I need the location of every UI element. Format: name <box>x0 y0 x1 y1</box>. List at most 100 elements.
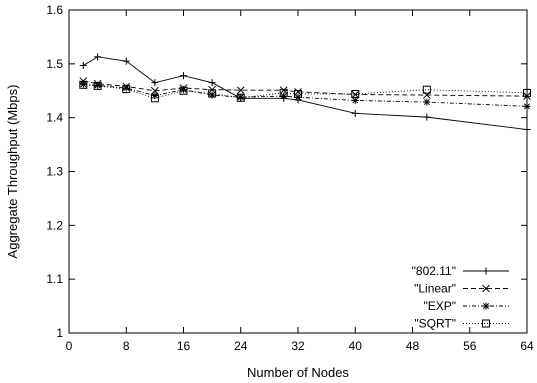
data-point <box>294 89 302 98</box>
plot-area <box>68 9 528 334</box>
data-point-stroke <box>236 93 245 102</box>
data-point-stroke <box>237 94 244 101</box>
data-point <box>122 85 131 94</box>
plot-frame <box>68 9 528 334</box>
data-point-stroke <box>524 103 530 110</box>
y-tick-label: 1.3 <box>46 165 63 179</box>
y-tick-label: 1.6 <box>46 3 63 17</box>
data-point-stroke <box>80 81 87 88</box>
data-point-stroke <box>279 88 288 97</box>
data-point-stroke <box>294 87 302 96</box>
x-tick-label: 0 <box>66 339 73 353</box>
data-point-stroke <box>208 89 217 98</box>
data-point <box>523 88 531 97</box>
data-point-stroke <box>422 85 431 94</box>
data-point <box>94 53 102 61</box>
data-point <box>180 86 187 94</box>
data-point <box>523 126 531 134</box>
x-tick-label: 24 <box>234 339 248 353</box>
data-point-stroke <box>482 319 490 328</box>
data-point <box>122 57 130 65</box>
data-point <box>208 91 216 99</box>
legend-entry: "SQRT" <box>414 317 509 331</box>
data-point <box>482 284 490 293</box>
data-point <box>237 93 245 101</box>
data-point-stroke <box>423 99 430 106</box>
data-point <box>208 89 217 98</box>
data-point <box>93 81 102 90</box>
data-point <box>236 86 245 95</box>
data-point <box>351 90 360 99</box>
data-point <box>523 102 531 110</box>
data-point <box>151 92 159 100</box>
data-point <box>94 81 102 89</box>
legend-label: "802.11" <box>412 264 456 278</box>
data-point-stroke <box>483 303 489 309</box>
y-axis: 1 1.1 1.2 1.3 1.4 1.5 1.6 <box>46 3 527 340</box>
data-point-stroke <box>523 88 531 97</box>
series-line <box>83 56 528 130</box>
y-tick-label: 1.1 <box>46 272 63 286</box>
data-point-stroke <box>351 89 360 98</box>
data-point-stroke <box>279 86 288 95</box>
data-point <box>351 96 359 104</box>
series-1 <box>79 77 531 100</box>
data-point <box>351 109 359 117</box>
x-tick-label: 56 <box>463 339 477 353</box>
series-line <box>83 84 528 99</box>
x-axis-label: Number of Nodes <box>247 365 349 380</box>
data-point <box>151 79 159 87</box>
data-point <box>208 79 216 87</box>
y-axis-label: Aggregate Throughput (Mbps) <box>5 85 20 259</box>
data-point-stroke <box>94 82 101 89</box>
legend: "802.11" "Linear" "EXP" "SQRT" <box>412 264 509 331</box>
data-point <box>236 93 245 102</box>
data-point-stroke <box>122 85 131 94</box>
data-point-stroke <box>79 80 88 89</box>
data-point-stroke <box>123 85 130 92</box>
y-tick-label: 1.5 <box>46 57 63 71</box>
x-tick-label: 32 <box>291 339 305 353</box>
data-point <box>79 80 87 88</box>
data-point-stroke <box>150 94 159 103</box>
data-point <box>279 88 288 97</box>
x-tick-label: 16 <box>177 339 191 353</box>
legend-label: "EXP" <box>423 299 456 313</box>
data-point <box>79 80 88 89</box>
legend-label: "SQRT" <box>414 317 456 331</box>
x-tick-label: 40 <box>349 339 363 353</box>
y-tick-label: 1.2 <box>46 218 63 232</box>
data-point-stroke <box>179 86 188 95</box>
data-point <box>279 86 288 95</box>
x-tick-label: 64 <box>520 339 534 353</box>
y-tick-label: 1.4 <box>46 111 63 125</box>
data-point <box>423 98 431 106</box>
data-point <box>482 267 490 275</box>
x-tick-label: 48 <box>406 339 420 353</box>
data-point <box>423 113 431 121</box>
data-point <box>180 72 187 80</box>
data-point <box>482 302 490 310</box>
data-point-stroke <box>482 284 490 293</box>
data-point-stroke <box>294 89 302 98</box>
series-line <box>83 80 528 97</box>
data-point <box>179 86 188 95</box>
data-point-stroke <box>93 81 102 90</box>
data-point <box>482 319 490 328</box>
data-point <box>294 87 302 96</box>
data-point <box>79 61 87 69</box>
legend-entry: "EXP" <box>423 299 509 313</box>
data-point-stroke <box>351 90 360 99</box>
legend-label: "Linear" <box>414 282 456 296</box>
data-point <box>351 89 360 98</box>
data-point-stroke <box>180 86 187 93</box>
data-point-stroke <box>236 86 245 95</box>
series-line <box>83 83 528 107</box>
series-group <box>79 53 531 134</box>
x-axis: 0 8 16 24 32 40 48 56 64 <box>66 10 534 353</box>
legend-entry: "802.11" <box>412 264 509 278</box>
y-tick-label: 1 <box>56 326 63 340</box>
x-tick-label: 8 <box>123 339 130 353</box>
data-point <box>422 85 431 94</box>
